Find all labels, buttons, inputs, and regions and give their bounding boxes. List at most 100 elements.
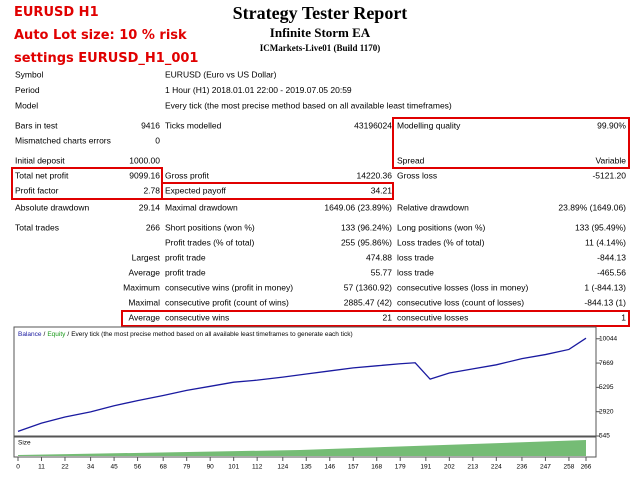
y-tick-label: 7669 — [599, 360, 614, 367]
stat-value: -844.13 (1) — [584, 297, 626, 307]
stat-label: Modelling quality — [397, 120, 461, 130]
stat-label: Profit factor — [15, 185, 59, 195]
x-tick-label: 56 — [134, 464, 142, 471]
x-tick-label: 79 — [183, 464, 191, 471]
stat-value: 1 — [621, 312, 626, 322]
chart-panel — [13, 326, 597, 437]
x-tick-label: 179 — [395, 464, 406, 471]
stat-value: 9416 — [141, 120, 160, 130]
stat-value: -465.56 — [597, 267, 626, 277]
balance-line — [17, 337, 587, 432]
stat-value: 43196024 — [354, 120, 392, 130]
x-tick-label: 112 — [252, 464, 263, 471]
legend-entry: Balance — [18, 331, 42, 338]
x-tick-label: 224 — [491, 464, 502, 471]
stat-label: Gross loss — [397, 170, 437, 180]
x-tick-label: 0 — [16, 464, 20, 471]
stat-value: 9099.16 — [129, 170, 160, 180]
y-tick-label: 2920 — [599, 408, 614, 415]
stat-label: Average — [128, 267, 160, 277]
stat-value: 1 (-844.13) — [584, 282, 626, 292]
stat-label: Gross profit — [165, 170, 210, 180]
x-tick-label: 68 — [160, 464, 168, 471]
size-label: Size — [18, 440, 31, 447]
balance-chart: Balance / Equity / Every tick (the most prec… — [16, 331, 617, 471]
legend-separator: / — [44, 331, 46, 338]
x-tick-label: 45 — [110, 464, 118, 471]
legend: Balance / Equity / Every tick (the most prec… — [18, 331, 353, 338]
x-tick-label: 157 — [348, 464, 359, 471]
stat-label: Ticks modelled — [165, 120, 222, 130]
stat-value: 1000.00 — [129, 155, 160, 165]
x-tick-label: 124 — [277, 464, 288, 471]
x-tick-label: 258 — [563, 464, 574, 471]
x-tick-label: 34 — [87, 464, 95, 471]
stat-value: 0 — [155, 135, 160, 145]
stat-value: 99.90% — [597, 120, 626, 130]
server-name: ICMarkets-Live01 (Build 1170) — [260, 43, 381, 53]
stat-value: 133 (96.24%) — [341, 222, 392, 232]
y-tick-label: 10044 — [599, 335, 617, 342]
x-tick-label: 202 — [444, 464, 455, 471]
stat-label: Absolute drawdown — [15, 202, 89, 212]
stat-value: 34.21 — [371, 185, 393, 195]
highlight-box — [121, 310, 630, 327]
stat-label: consecutive losses — [397, 312, 468, 322]
stat-label: Expected payoff — [165, 185, 226, 195]
stat-value: 23.89% (1649.06) — [558, 202, 626, 212]
stat-value: 1649.06 (23.89%) — [324, 202, 392, 212]
stat-value: 57 (1360.92) — [344, 282, 392, 292]
stat-label: Relative drawdown — [397, 202, 469, 212]
stat-value: 55.77 — [371, 267, 393, 277]
x-tick-label: 266 — [581, 464, 592, 471]
stat-label: consecutive wins (profit in money) — [165, 282, 293, 292]
size-bars — [18, 440, 586, 456]
x-tick-label: 146 — [324, 464, 335, 471]
stat-label: Mismatched charts errors — [15, 135, 111, 145]
stat-label: profit trade — [165, 267, 206, 277]
x-tick-label: 168 — [371, 464, 382, 471]
stat-label: Spread — [397, 155, 425, 165]
stat-label: Total trades — [15, 222, 59, 232]
report-title: Strategy Tester Report — [233, 3, 408, 23]
legend-entry: Equity — [47, 331, 66, 338]
x-tick-label: 213 — [467, 464, 478, 471]
stat-value: 2885.47 (42) — [344, 297, 392, 307]
x-tick-label: 236 — [517, 464, 528, 471]
stat-label: Bars in test — [15, 120, 58, 130]
stat-value: 14220.36 — [357, 170, 393, 180]
stat-label: Initial deposit — [15, 155, 65, 165]
stat-label: profit trade — [165, 252, 206, 262]
info-label: Period — [15, 85, 40, 95]
stat-label: Maximal — [128, 297, 160, 307]
stat-label: Maximal drawdown — [165, 202, 238, 212]
stat-label: Profit trades (% of total) — [165, 237, 254, 247]
legend-separator: / — [67, 331, 69, 338]
stat-value: 133 (95.49%) — [575, 222, 626, 232]
report-table: Symbol EURUSD (Euro vs US Dollar) Period 1 … — [15, 69, 626, 322]
stat-label: Short positions (won %) — [165, 222, 255, 232]
x-tick-label: 135 — [301, 464, 312, 471]
info-value: EURUSD (Euro vs US Dollar) — [165, 69, 277, 79]
stat-value: -844.13 — [597, 252, 626, 262]
stat-value: 21 — [383, 312, 393, 322]
x-tick-label: 22 — [61, 464, 69, 471]
x-tick-label: 11 — [38, 464, 45, 471]
stat-label: Loss trades (% of total) — [397, 237, 485, 247]
x-tick-label: 101 — [228, 464, 239, 471]
stat-value: Variable — [595, 155, 626, 165]
x-tick-label: 191 — [420, 464, 431, 471]
stat-value: 29.14 — [139, 202, 161, 212]
stat-label: consecutive wins — [165, 312, 229, 322]
stat-value: -5121.20 — [592, 170, 626, 180]
stat-value: 474.88 — [366, 252, 392, 262]
overlay-line: settings EURUSD_H1_001 — [14, 51, 198, 66]
stat-label: consecutive loss (count of losses) — [397, 297, 524, 307]
info-label: Symbol — [15, 69, 43, 79]
highlight-box — [392, 117, 630, 169]
overlay-line: Auto Lot size: 10 % risk — [14, 28, 187, 43]
report-subtitle: Infinite Storm EA — [270, 25, 371, 40]
x-tick-label: 90 — [207, 464, 215, 471]
